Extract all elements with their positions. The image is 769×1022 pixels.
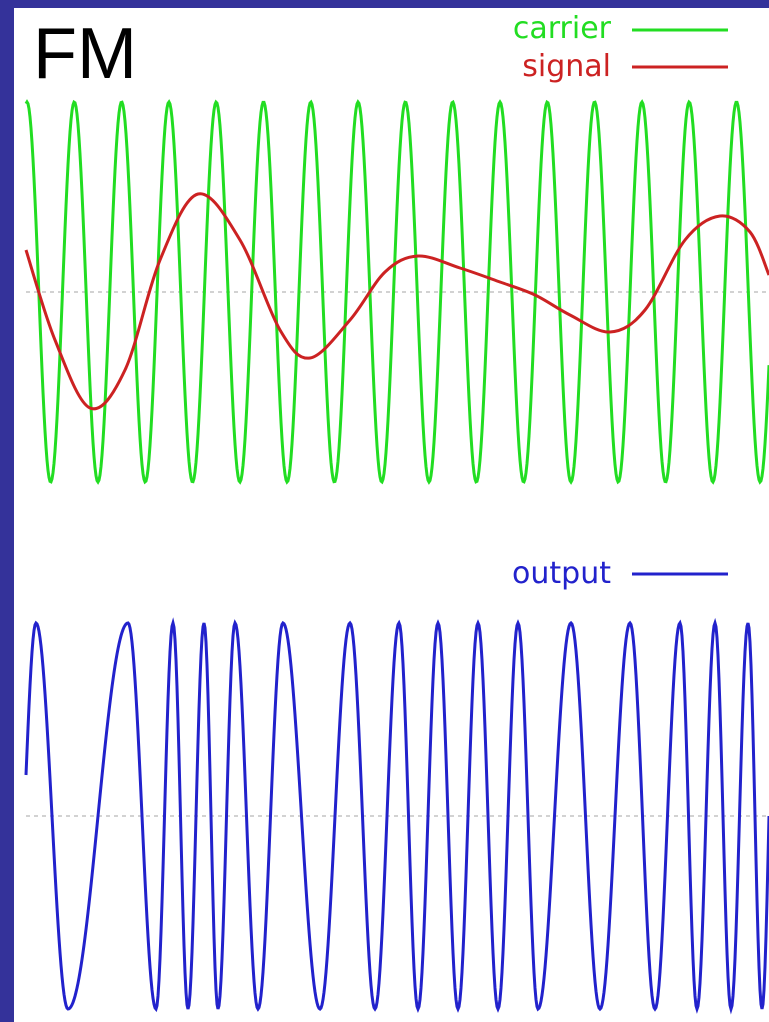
output-wave [24,617,769,1015]
diagram-title: FM [33,14,137,94]
legend-label-carrier: carrier [512,11,611,46]
legend-label-output: output [512,556,611,591]
legend-label-signal: signal [522,49,611,84]
carrier-wave [24,99,769,485]
signal-wave [24,192,769,411]
